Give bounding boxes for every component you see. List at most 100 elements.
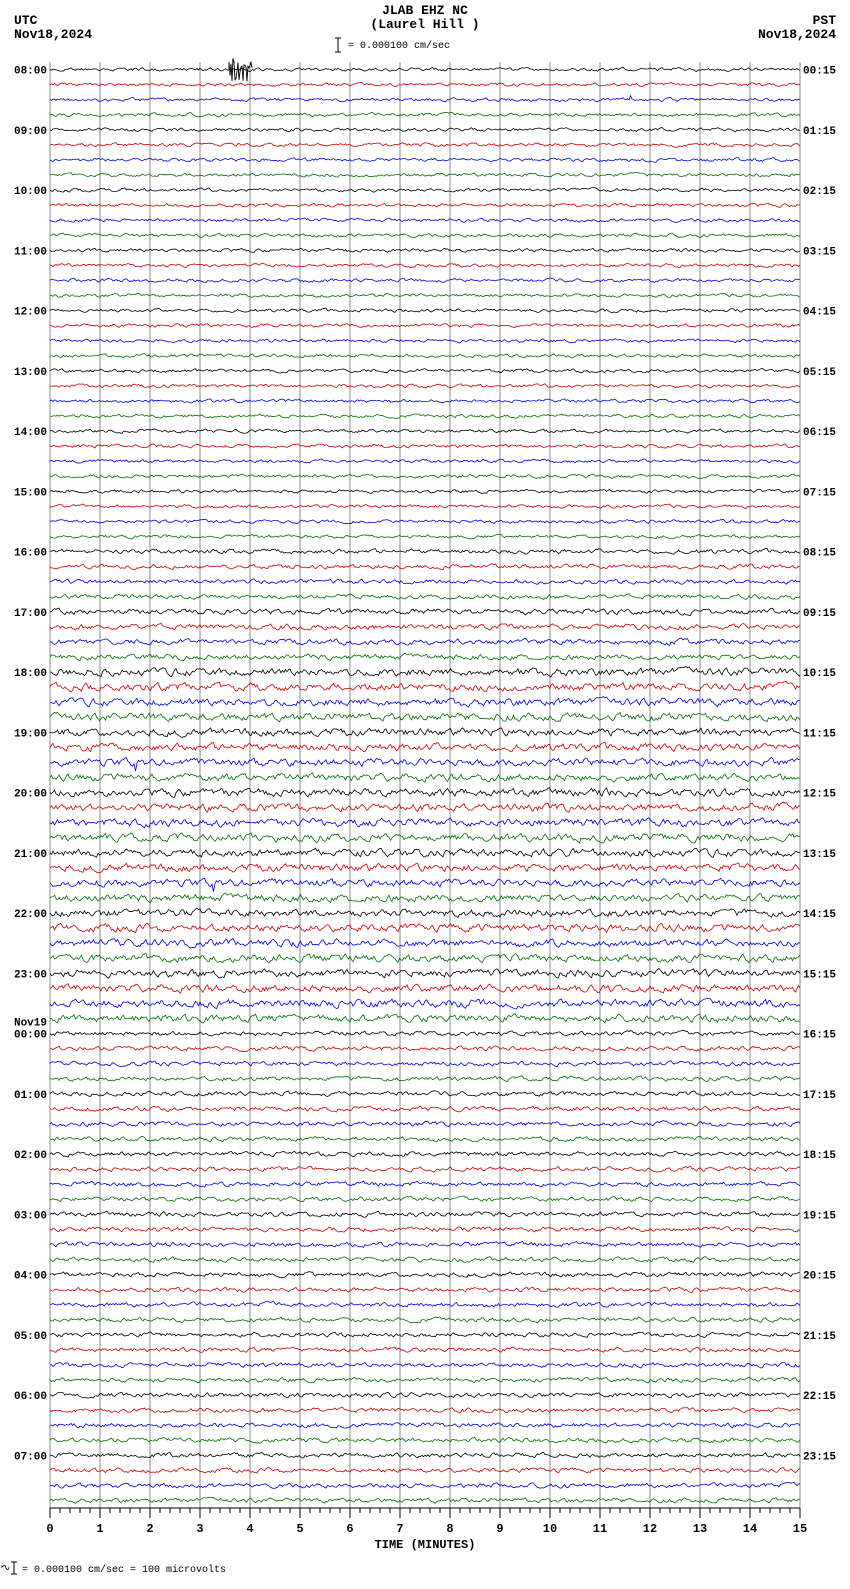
- x-tick-label: 9: [496, 1522, 503, 1536]
- x-tick-label: 7: [396, 1522, 403, 1536]
- pst-hour-label: 21:15: [803, 1331, 836, 1343]
- trace: [50, 1211, 800, 1217]
- trace: [50, 324, 800, 328]
- trace: [50, 579, 800, 584]
- pst-hour-label: 22:15: [803, 1391, 836, 1403]
- pst-hour-label: 06:15: [803, 427, 836, 439]
- pst-hour-label: 18:15: [803, 1150, 836, 1162]
- trace: [50, 96, 800, 102]
- trace: [50, 863, 800, 873]
- trace: [50, 1467, 800, 1473]
- trace: [50, 682, 800, 692]
- trace: [50, 399, 800, 403]
- trace: [50, 833, 800, 843]
- trace: [50, 158, 800, 162]
- trace: [50, 1136, 800, 1142]
- trace: [50, 984, 800, 994]
- trace: [50, 1482, 800, 1488]
- trace: [50, 653, 800, 660]
- trace: [50, 1166, 800, 1172]
- utc-hour-label: 00:00: [14, 1030, 47, 1042]
- right-tz: PST: [813, 13, 837, 28]
- x-tick-label: 4: [246, 1522, 253, 1536]
- utc-hour-label: 09:00: [14, 126, 47, 138]
- utc-hour-label: 05:00: [14, 1331, 47, 1343]
- x-tick-label: 1: [96, 1522, 103, 1536]
- trace: [50, 534, 800, 539]
- trace: [50, 548, 800, 554]
- trace: [50, 519, 800, 523]
- trace: [50, 667, 800, 678]
- x-tick-label: 12: [643, 1522, 657, 1536]
- pst-hour-label: 00:15: [803, 66, 836, 78]
- pst-hour-label: 09:15: [803, 608, 836, 620]
- utc-hour-label: 12:00: [14, 307, 47, 319]
- trace: [50, 1362, 800, 1368]
- trace: [50, 429, 800, 434]
- pst-hour-label: 16:15: [803, 1030, 836, 1042]
- footer-scale-text: = 0.000100 cm/sec = 100 microvolts: [22, 1564, 226, 1576]
- trace: [50, 848, 800, 857]
- x-axis-label: TIME (MINUTES): [375, 1538, 476, 1552]
- trace: [50, 444, 800, 448]
- event-spike: [229, 58, 252, 81]
- x-tick-label: 15: [793, 1522, 807, 1536]
- x-tick-label: 13: [693, 1522, 707, 1536]
- utc-hour-label: 13:00: [14, 367, 47, 379]
- trace: [50, 923, 800, 933]
- trace: [50, 1106, 800, 1112]
- utc-hour-label: 03:00: [14, 1210, 47, 1222]
- utc-hour-label: 16:00: [14, 548, 47, 560]
- trace: [50, 1257, 800, 1263]
- trace: [50, 697, 800, 708]
- utc-hour-label: 11:00: [14, 246, 47, 258]
- trace: [50, 1014, 800, 1023]
- trace: [50, 127, 800, 131]
- trace: [50, 938, 800, 947]
- x-tick-label: 3: [196, 1522, 203, 1536]
- utc-hour-label: 02:00: [14, 1150, 47, 1162]
- seismogram-svg: JLAB EHZ NC(Laurel Hill )= 0.000100 cm/s…: [0, 0, 850, 1584]
- utc-hour-label: 01:00: [14, 1090, 47, 1102]
- trace: [50, 1377, 800, 1383]
- trace: [50, 998, 800, 1009]
- x-tick-label: 10: [543, 1522, 557, 1536]
- trace: [50, 414, 800, 419]
- pst-hour-label: 13:15: [803, 849, 836, 861]
- trace: [50, 489, 800, 493]
- utc-hour-label: 20:00: [14, 789, 47, 801]
- trace: [50, 1332, 800, 1338]
- trace: [50, 67, 800, 71]
- trace: [50, 1241, 800, 1247]
- trace: [50, 1302, 800, 1308]
- trace: [50, 1181, 800, 1187]
- scale-text: = 0.000100 cm/sec: [348, 40, 450, 52]
- pst-hour-label: 14:15: [803, 909, 836, 921]
- trace: [50, 384, 800, 388]
- pst-hour-label: 05:15: [803, 367, 836, 379]
- pst-hour-label: 12:15: [803, 789, 836, 801]
- pst-hour-label: 08:15: [803, 548, 836, 560]
- trace: [50, 893, 800, 903]
- pst-hour-label: 02:15: [803, 186, 836, 198]
- trace: [50, 594, 800, 600]
- trace: [50, 638, 800, 645]
- pst-hour-label: 11:15: [803, 728, 836, 740]
- trace: [50, 248, 800, 252]
- trace: [50, 623, 800, 630]
- trace: [50, 203, 800, 207]
- trace: [50, 757, 800, 771]
- trace: [50, 968, 800, 978]
- utc-hour-label: 06:00: [14, 1391, 47, 1403]
- trace: [50, 188, 800, 193]
- trace: [50, 1392, 800, 1398]
- trace: [50, 112, 800, 117]
- trace: [50, 712, 800, 722]
- trace: [50, 293, 800, 297]
- trace: [50, 82, 800, 86]
- trace: [50, 233, 800, 237]
- x-tick-label: 6: [346, 1522, 353, 1536]
- utc-hour-label: 21:00: [14, 849, 47, 861]
- trace: [50, 1317, 800, 1323]
- trace: [50, 504, 800, 508]
